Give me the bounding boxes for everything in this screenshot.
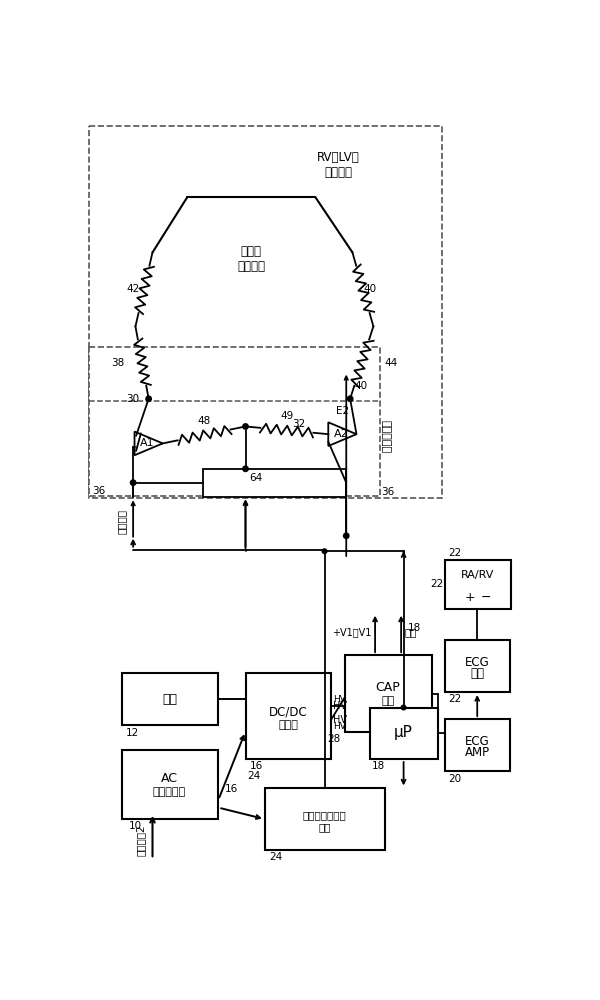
Text: AC: AC — [161, 772, 178, 785]
Circle shape — [401, 705, 406, 710]
Bar — [121, 750, 218, 819]
Text: 24: 24 — [269, 852, 282, 862]
Text: 20: 20 — [448, 774, 461, 784]
Text: 阵列: 阵列 — [319, 822, 331, 832]
Text: 波形输入: 波形输入 — [116, 509, 127, 534]
Text: −: − — [481, 591, 491, 604]
Text: μP: μP — [394, 725, 413, 740]
Text: 22: 22 — [430, 579, 443, 589]
Text: E2: E2 — [336, 406, 349, 416]
Bar — [245, 673, 331, 759]
Text: +: + — [465, 591, 476, 604]
Circle shape — [130, 480, 136, 485]
Text: 36: 36 — [92, 486, 106, 496]
Text: 线路调节器: 线路调节器 — [153, 787, 186, 797]
Text: 放大器阵列: 放大器阵列 — [380, 420, 390, 453]
Text: 32: 32 — [292, 419, 305, 429]
Text: 64: 64 — [250, 473, 263, 483]
Bar — [370, 708, 438, 759]
Bar — [89, 347, 380, 496]
Text: AMP: AMP — [464, 746, 490, 759]
Circle shape — [347, 396, 353, 401]
Text: A2: A2 — [334, 429, 349, 439]
Circle shape — [243, 466, 248, 472]
Text: 电池: 电池 — [162, 693, 177, 706]
Text: ECG: ECG — [465, 656, 490, 669]
Circle shape — [344, 533, 349, 538]
Text: 44: 44 — [384, 358, 397, 368]
Text: HV: HV — [333, 701, 347, 711]
Text: 24: 24 — [248, 771, 261, 781]
Text: 42: 42 — [127, 284, 140, 294]
Circle shape — [243, 424, 248, 429]
Text: 22: 22 — [448, 548, 461, 558]
Text: HV: HV — [333, 715, 347, 725]
Text: 28: 28 — [328, 734, 341, 744]
Bar — [265, 788, 385, 850]
Text: 40: 40 — [364, 284, 376, 294]
Text: 12: 12 — [125, 728, 139, 738]
Text: +V1－V1: +V1－V1 — [332, 627, 371, 637]
Text: 18: 18 — [407, 623, 421, 633]
Text: A1: A1 — [140, 438, 155, 448]
Text: 转换器: 转换器 — [278, 720, 298, 730]
Text: 10: 10 — [129, 821, 142, 831]
Text: 16: 16 — [250, 761, 263, 771]
Text: 49: 49 — [280, 411, 293, 421]
Text: HV: HV — [333, 695, 346, 704]
Text: 30: 30 — [126, 394, 139, 404]
Bar — [121, 673, 218, 725]
Text: 高压: 高压 — [405, 627, 418, 637]
Text: 18: 18 — [372, 761, 385, 771]
Text: 输入电压2: 输入电压2 — [136, 824, 146, 856]
Bar — [445, 560, 511, 609]
Text: ECG: ECG — [465, 735, 490, 748]
Bar — [344, 655, 431, 732]
Bar — [89, 126, 442, 498]
Text: RA/RV: RA/RV — [461, 570, 494, 580]
Text: CAP: CAP — [376, 681, 400, 694]
Text: 40: 40 — [354, 381, 367, 391]
Text: 38: 38 — [112, 358, 125, 368]
Text: 22: 22 — [448, 694, 461, 704]
Text: 传感: 传感 — [470, 667, 484, 680]
Text: 48: 48 — [197, 416, 211, 426]
Circle shape — [322, 549, 327, 554]
Text: DC/DC: DC/DC — [269, 706, 308, 719]
Text: 电路: 电路 — [382, 696, 395, 706]
Text: 胸阱抗
（载入）: 胸阱抗 （载入） — [237, 245, 265, 273]
Text: 16: 16 — [225, 784, 238, 794]
Text: HV: HV — [333, 722, 346, 731]
Text: 旋转伺服放大器: 旋转伺服放大器 — [302, 810, 346, 820]
Bar — [445, 640, 510, 692]
Bar — [203, 469, 346, 497]
Text: 36: 36 — [381, 487, 394, 497]
Text: RV、LV的
电阵模块: RV、LV的 电阵模块 — [317, 151, 360, 179]
Circle shape — [146, 396, 151, 401]
Bar — [445, 719, 510, 771]
